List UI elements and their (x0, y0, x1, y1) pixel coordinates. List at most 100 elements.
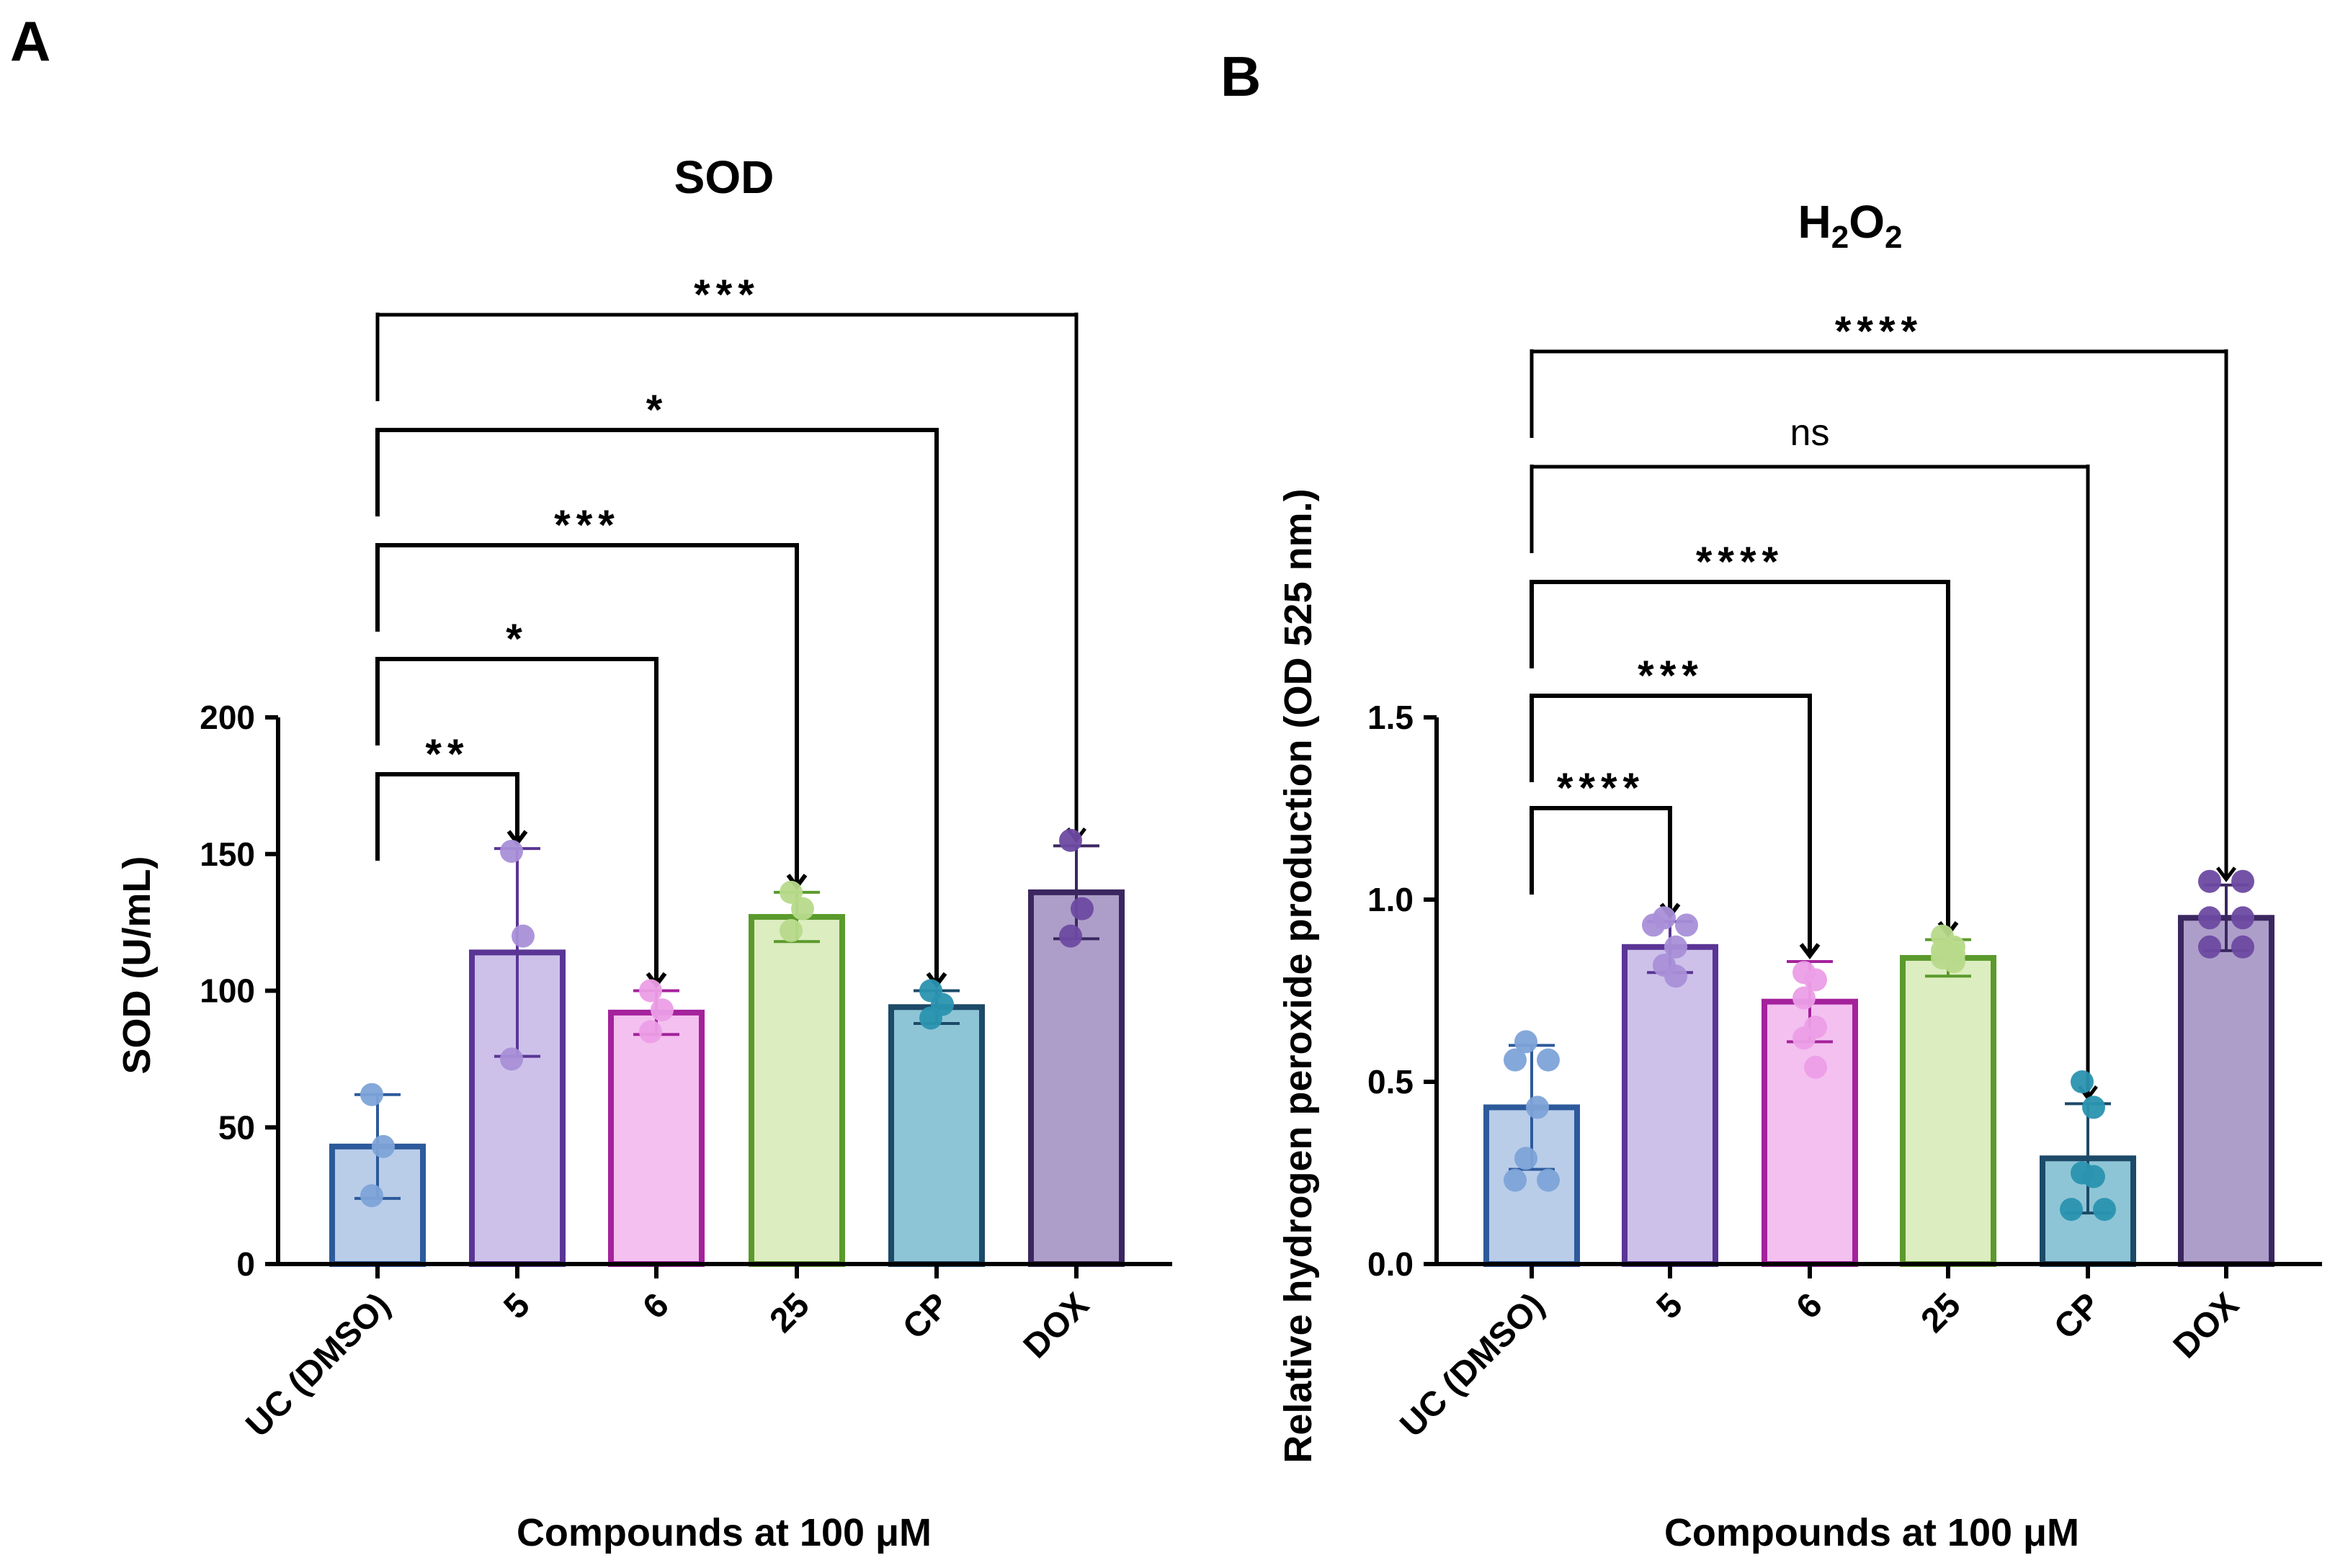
panel-a-data-point (780, 880, 803, 904)
panel-b-data-point (1537, 1048, 1560, 1072)
panel-a-y-tick-label: 100 (200, 972, 255, 1010)
panel-b-x-tick-label: CP (2047, 1286, 2108, 1347)
panel-a-y-tick-label: 150 (200, 835, 255, 873)
panel-b-x-tick-label: DOX (2166, 1286, 2246, 1366)
panel-b-data-point (2198, 869, 2221, 893)
panel-b-sig-bracket-arrow (1799, 943, 1821, 960)
panel-b-data-point (1537, 1168, 1560, 1192)
panel-b-data-point (2231, 906, 2254, 930)
panel-a-y-tick-label: 50 (218, 1108, 255, 1146)
panel-a-x-tick-label: 6 (635, 1286, 676, 1326)
panel-b-title: H2O2 (1798, 196, 1903, 255)
panel-b-y-tick-label: 1.5 (1367, 699, 1414, 736)
panel-b-title-subscript-2: 2 (1885, 220, 1902, 255)
panel-b-y-tick-label: 0.0 (1367, 1245, 1414, 1283)
panel-a-sig-label: * (646, 387, 669, 434)
panel-b-data-point (1675, 913, 1698, 937)
panel-b-data-point (2071, 1070, 2094, 1093)
panel-a-x-tick-label: 5 (496, 1286, 537, 1326)
panel-a-bar (888, 1004, 985, 1268)
panel-b-data-point (1664, 964, 1687, 988)
panel-b-data-point (1514, 1147, 1537, 1170)
panel-b-data-point (2093, 1198, 2116, 1222)
panel-b-bar (2178, 915, 2274, 1268)
panel-a-bar (608, 1009, 705, 1267)
panel-b-sig-label: **** (1557, 765, 1645, 812)
panel-a-x-tick-label: 25 (763, 1286, 817, 1340)
panel-b-significance-group: ****ns*********** (1530, 308, 2236, 1101)
panel-b-h2o2-chart: H2O2 ****ns*********** 0.00.51.01.5UC (D… (1277, 196, 2322, 1554)
panel-a-data-point (372, 1134, 395, 1158)
panel-a-bar (749, 914, 845, 1268)
panel-a-sig-label: *** (694, 272, 760, 318)
panel-b-x-axis-label: Compounds at 100 μM (1664, 1511, 2079, 1554)
panel-a-data-point (791, 897, 814, 920)
panel-a-sig-label: * (506, 616, 528, 663)
panel-a-data-point (360, 1184, 383, 1208)
panel-a-x-tick-label: DOX (1017, 1286, 1097, 1366)
panel-a-data-point (500, 1047, 523, 1071)
panel-b-x-tick-label: 5 (1649, 1286, 1689, 1326)
panel-b-data-point (1642, 913, 1665, 937)
panel-b-data-point (1504, 1048, 1527, 1072)
panel-a-data-point (1059, 828, 1082, 852)
panel-b-y-tick-label: 0.5 (1367, 1063, 1414, 1101)
panel-a-data-point (639, 1020, 662, 1044)
panel-b-data-point (1942, 950, 1965, 974)
panel-b-title-o: O (1849, 196, 1885, 248)
panel-a-data-point (1059, 924, 1082, 948)
panel-b-bar (1900, 954, 1996, 1267)
panel-b-bars-group (1483, 869, 2274, 1268)
panel-a-data-point (500, 839, 523, 863)
panel-b-data-point (2198, 935, 2221, 959)
panel-b-data-point (1792, 1026, 1816, 1050)
panel-a-data-point (651, 998, 674, 1022)
panel-a-y-tick-label: 0 (236, 1245, 255, 1283)
panel-b-title-subscript-1: 2 (1831, 220, 1849, 255)
panel-b-letter: B (1220, 45, 1261, 108)
panel-a-sig-label: ** (425, 731, 469, 778)
panel-a-data-point (360, 1083, 383, 1106)
panel-a-x-tick-label: UC (DMSO) (238, 1286, 397, 1444)
panel-b-sig-label: **** (1696, 539, 1784, 586)
panel-b-sig-bracket-arrow (2216, 866, 2236, 882)
panel-a-data-point (780, 919, 803, 943)
panel-b-data-point (2060, 1198, 2083, 1222)
panel-b-data-point (1804, 1055, 1827, 1079)
panel-a-data-point (1071, 897, 1094, 920)
panel-b-data-point (2198, 906, 2221, 930)
panel-a-bars-group (329, 828, 1125, 1268)
panel-a-data-point (919, 1006, 942, 1030)
panel-b-data-point (2231, 935, 2254, 959)
panel-a-bar (1028, 889, 1125, 1267)
panel-a-y-tick-label: 200 (200, 699, 255, 736)
panel-a-x-tick-label: CP (896, 1286, 957, 1347)
panel-b-x-tick-label: UC (DMSO) (1393, 1286, 1551, 1444)
panel-b-data-point (1504, 1168, 1527, 1192)
panel-a-significance-group: ********** (375, 272, 1086, 989)
panel-b-bar (1622, 944, 1718, 1268)
panel-b-data-point (1514, 1030, 1537, 1054)
panel-b-y-tick-label: 1.0 (1367, 881, 1414, 918)
panel-b-x-tick-label: 6 (1789, 1286, 1829, 1326)
panel-a-sig-label: *** (554, 502, 620, 549)
panel-a-data-point (512, 924, 535, 948)
panel-b-x-tick-label: 25 (1914, 1286, 1968, 1340)
panel-b-data-point (1526, 1096, 1549, 1119)
panel-b-sig-label: **** (1835, 308, 1923, 355)
panel-a-y-axis-label: SOD (U/mL) (115, 856, 159, 1075)
panel-a-x-axis-label: Compounds at 100 μM (517, 1511, 932, 1554)
panel-b-data-point (2082, 1165, 2105, 1188)
panel-a-data-point (639, 979, 662, 1003)
panel-a-letter: A (10, 9, 50, 73)
panel-a-title: SOD (674, 151, 774, 203)
panel-b-y-axis-label: Relative hydrogen peroxide production (O… (1277, 488, 1320, 1463)
panel-b-sig-label: ns (1790, 412, 1830, 454)
panel-b-sig-label: *** (1638, 653, 1704, 699)
panel-b-data-point (1792, 986, 1816, 1010)
panel-b-data-point (2231, 869, 2254, 893)
panel-b-title-h: H (1798, 196, 1831, 248)
panel-b-data-point (1804, 968, 1827, 992)
